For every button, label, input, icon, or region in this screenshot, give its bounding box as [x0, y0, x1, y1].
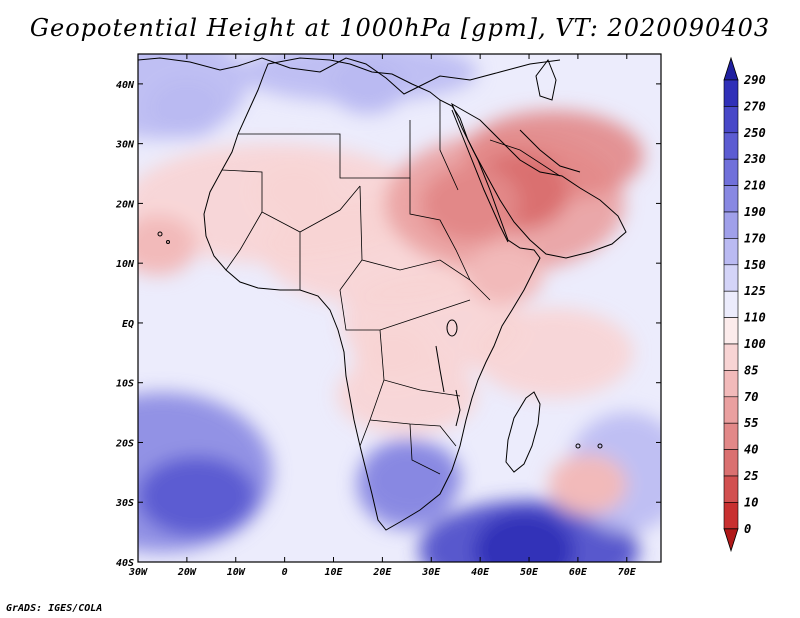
- colorbar-label: 125: [744, 284, 766, 298]
- colorbar-label: 190: [744, 205, 766, 219]
- lake-victoria: [446, 319, 458, 337]
- colorbar: 2902702502302101901701501251101008570554…: [723, 56, 766, 553]
- field-feature: [420, 165, 520, 242]
- field-feature: [138, 215, 197, 276]
- lon-tick-label: 70E: [618, 567, 637, 578]
- colorbar-label: 25: [743, 469, 758, 483]
- lat-tick-label: EQ: [122, 319, 134, 330]
- lon-tick-label: 40E: [471, 567, 490, 578]
- lat-tick-label: 20N: [115, 199, 135, 210]
- colorbar-bin: [723, 475, 739, 503]
- colorbar-label: 230: [743, 152, 766, 166]
- colorbar-bin: [723, 238, 739, 266]
- cape-verde-island: [166, 240, 170, 244]
- height-field: [138, 54, 661, 562]
- europe-coastline: [138, 57, 561, 95]
- field-feature: [147, 458, 247, 535]
- arabia-coastline: [450, 102, 627, 259]
- field-region: [473, 307, 634, 398]
- field-feature: [548, 454, 627, 515]
- colorbar-label: 170: [744, 231, 766, 245]
- field-feature: [328, 54, 407, 114]
- lon-tick-label: 30W: [128, 567, 148, 578]
- coastlines: [138, 57, 627, 531]
- colorbar-label: 10: [744, 495, 758, 509]
- colorbar-bin: [723, 290, 739, 318]
- field-feature: [147, 77, 226, 138]
- colorbar-label: 70: [744, 390, 758, 404]
- colorbar-bin: [723, 79, 739, 107]
- colorbar-label: 85: [744, 363, 758, 377]
- colorbar-bin: [723, 343, 739, 371]
- cape-verde-islands: [157, 231, 163, 237]
- field-feature: [255, 161, 334, 222]
- red-sea: [451, 109, 509, 243]
- lon-tick-label: 30E: [421, 567, 441, 578]
- colorbar-bin: [723, 370, 739, 398]
- caspian-sea: [535, 58, 557, 101]
- colorbar-label: 250: [743, 126, 766, 140]
- mauritius: [597, 443, 603, 449]
- lat-tick-label: 30S: [115, 498, 134, 509]
- field-feature: [353, 322, 432, 383]
- lon-tick-label: 10W: [227, 567, 246, 578]
- lon-tick-label: 0: [282, 567, 288, 578]
- colorbar-bin: [723, 264, 739, 292]
- lon-tick-label: 10E: [324, 567, 343, 578]
- colorbar-bin: [723, 317, 739, 345]
- colorbar-label: 0: [744, 522, 751, 536]
- lat-tick-label: 40S: [116, 558, 134, 569]
- colorbar-bottom-arrow: [723, 528, 739, 553]
- colorbar-bin: [723, 449, 739, 477]
- credit-text: GrADS: IGES/COLA: [6, 603, 103, 614]
- colorbar-label: 55: [744, 416, 758, 430]
- field-feature: [474, 512, 574, 562]
- lat-tick-label: 40N: [116, 80, 135, 91]
- colorbar-bin: [723, 158, 739, 186]
- lat-tick-label: 30N: [115, 140, 135, 151]
- colorbar-bin: [723, 185, 739, 213]
- lon-tick-label: 20E: [372, 567, 392, 578]
- axis-ticks: 30W 20W 10W 0 10E 20E 30E 40E 50E 60E 70E 40N 30N 20N…: [115, 54, 661, 578]
- lon-tick-label: 20W: [177, 567, 197, 578]
- colorbar-bin: [723, 211, 739, 239]
- lon-tick-label: 50E: [520, 567, 539, 578]
- chart-title: Geopotential Height at 1000hPa [gpm], VT…: [29, 14, 771, 42]
- colorbar-label: 210: [743, 179, 766, 193]
- colorbar-bin: [723, 132, 739, 160]
- colorbar-label: 290: [743, 73, 766, 87]
- lat-tick-label: 10N: [116, 259, 135, 270]
- colorbar-top-arrow: [723, 56, 739, 81]
- lake-tanganyika: [435, 345, 445, 393]
- colorbar-bin: [723, 106, 739, 134]
- colorbar-label: 270: [743, 99, 766, 113]
- colorbar-bin: [723, 422, 739, 450]
- plot-frame: [137, 53, 662, 563]
- colorbar-label: 40: [744, 443, 758, 457]
- madagascar-coastline: [505, 391, 541, 473]
- lon-tick-label: 60E: [569, 567, 588, 578]
- colorbar-bin: [723, 502, 739, 530]
- persian-gulf: [519, 129, 581, 173]
- lat-tick-label: 10S: [116, 379, 134, 390]
- colorbar-label: 100: [744, 337, 766, 351]
- lat-tick-label: 20S: [115, 438, 134, 449]
- lake-malawi: [455, 389, 461, 427]
- colorbar-bin: [723, 396, 739, 424]
- country-borders: [221, 100, 561, 475]
- colorbar-label: 110: [744, 311, 766, 325]
- reunion: [575, 443, 581, 449]
- colorbar-label: 150: [744, 258, 766, 272]
- africa-coastline: [203, 57, 541, 531]
